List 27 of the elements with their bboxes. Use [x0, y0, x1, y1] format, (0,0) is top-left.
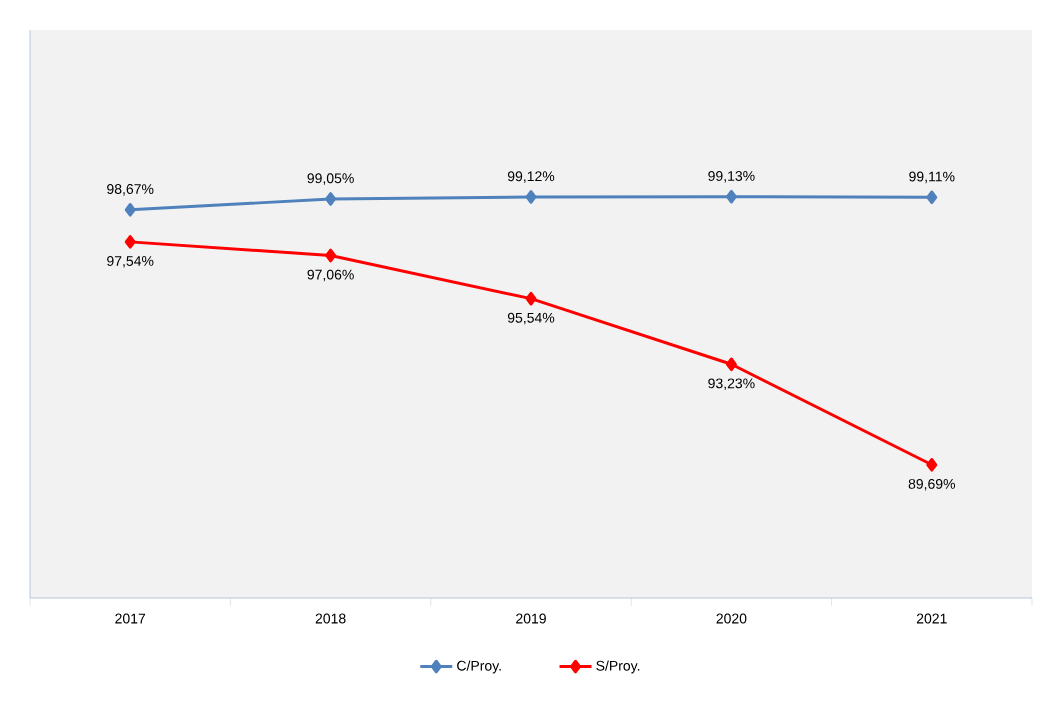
point — [525, 190, 537, 204]
point — [725, 189, 737, 204]
data-label: 98,67% — [107, 184, 154, 196]
point — [124, 202, 136, 217]
point — [926, 190, 938, 205]
point — [325, 192, 337, 206]
x-tick-label: 2019 — [516, 613, 546, 624]
x-tick-label: 2021 — [916, 613, 947, 624]
point — [124, 235, 136, 249]
point — [325, 248, 337, 263]
legend-label: S/Proy. — [596, 660, 640, 674]
data-label: 97,06% — [307, 269, 354, 282]
x-tick-label: 2020 — [716, 613, 747, 624]
point — [725, 357, 737, 372]
data-label: 95,54% — [507, 312, 555, 325]
legend-label: C/Proy. — [457, 660, 501, 674]
point — [926, 458, 938, 472]
x-tick-label: 2017 — [115, 613, 146, 624]
point — [525, 291, 537, 306]
data-label: 99,12% — [507, 171, 555, 183]
data-label: 93,23% — [708, 378, 755, 390]
data-label: 89,69% — [908, 478, 956, 491]
data-label: 99,13% — [708, 171, 755, 183]
x-tick-label: 2018 — [315, 613, 346, 624]
data-label: 97,54% — [107, 256, 154, 268]
data-label: 99,05% — [307, 173, 354, 185]
data-label: 99,11% — [909, 171, 955, 184]
